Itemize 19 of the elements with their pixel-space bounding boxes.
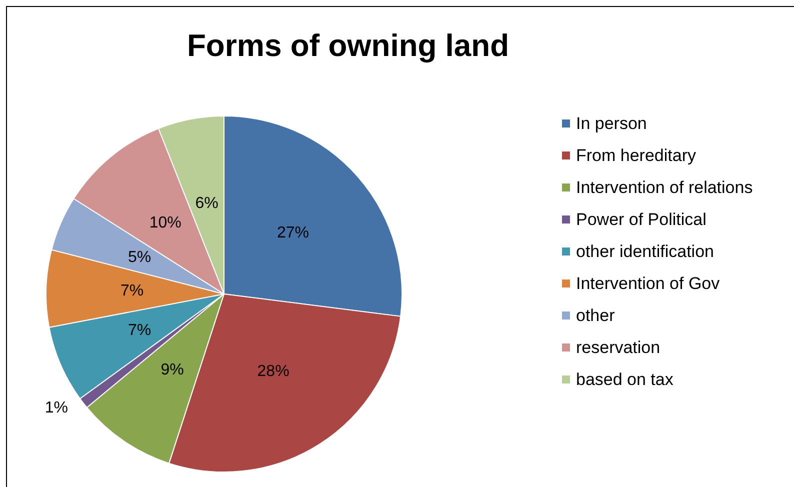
data-label: 28% <box>257 363 290 380</box>
legend-label: Power of Political <box>576 210 706 229</box>
legend-label: From hereditary <box>576 146 696 165</box>
legend-label: Intervention of Gov <box>576 274 720 293</box>
legend-label: reservation <box>576 338 660 357</box>
data-label: 27% <box>276 224 310 242</box>
legend-label: other <box>576 306 616 325</box>
data-label: 6% <box>195 195 218 212</box>
legend-label: Intervention of relations <box>576 178 753 197</box>
data-label: 9% <box>160 362 184 379</box>
data-label: 10% <box>149 214 182 232</box>
data-label: 7% <box>128 322 152 340</box>
chart-title: Forms of owning land <box>187 28 510 63</box>
data-label: 7% <box>120 282 144 300</box>
data-label: 5% <box>128 248 152 266</box>
legend-label: based on tax <box>576 370 674 389</box>
legend-label: In person <box>576 114 647 133</box>
data-label: 1% <box>44 400 68 416</box>
legend-label: other identification <box>576 242 714 261</box>
